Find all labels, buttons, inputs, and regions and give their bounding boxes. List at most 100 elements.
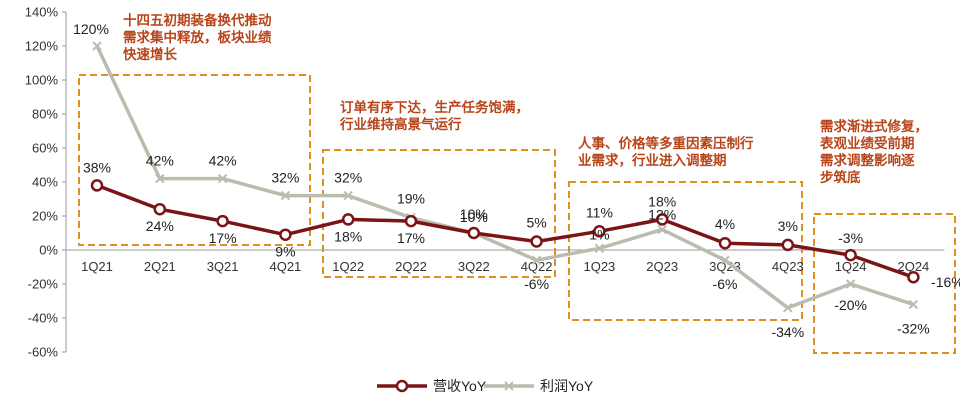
x-tick-label: 1Q22: [332, 259, 364, 274]
marker-stroke: [155, 173, 165, 184]
profit-data-label: 12%: [648, 207, 676, 223]
revenue-yoy-marker: [655, 213, 669, 226]
x-tick-label: 4Q21: [269, 259, 301, 274]
annotation-line: 需求调整影响逐: [820, 152, 915, 168]
annotation-line: 需求集中释放，板块业绩: [123, 29, 272, 45]
profit-data-label: 19%: [397, 191, 425, 207]
revenue-data-label: 5%: [526, 215, 546, 231]
y-tick-label: 40%: [32, 175, 58, 190]
legend-revenue-label: 营收YoY: [433, 378, 487, 394]
marker-stroke: [280, 190, 291, 201]
marker-stroke: [531, 255, 542, 265]
legend-revenue-marker: [395, 379, 409, 393]
annotation-text: 十四五初期装备换代推动需求集中释放，板块业绩快速增长: [123, 12, 272, 62]
profit-data-label: -6%: [713, 276, 738, 292]
revenue-data-label: 38%: [83, 159, 111, 175]
y-tick-label: -20%: [28, 277, 59, 292]
y-tick-label: 80%: [32, 107, 58, 122]
profit-yoy-marker: [908, 299, 919, 310]
revenue-yoy-marker: [781, 238, 795, 252]
profit-data-label: 32%: [334, 170, 362, 186]
revenue-data-label: -3%: [838, 230, 863, 246]
revenue-data-label: 4%: [715, 216, 735, 232]
profit-yoy-marker: [92, 41, 102, 51]
revenue-yoy-marker: [279, 228, 292, 241]
profit-yoy-marker: [594, 243, 605, 254]
profit-data-label: 120%: [73, 21, 109, 37]
annotation-text: 订单有序下达，生产任务饱满，行业维持高景气运行: [339, 99, 529, 132]
revenue-data-label: -16%: [931, 274, 960, 290]
revenue-yoy-marker: [718, 236, 732, 250]
marker-stroke: [657, 224, 667, 235]
annotation-line: 订单有序下达，生产任务饱满，: [340, 99, 529, 115]
profit-yoy-line: [95, 45, 914, 310]
legend-profit-label: 利润YoY: [540, 378, 594, 394]
series-lines: [90, 41, 920, 313]
marker-stroke: [504, 381, 514, 391]
y-tick-label: 120%: [25, 39, 59, 54]
data-labels: 38% 24% 17% 9% 18% 17% 10% 5% 11% 18% 4% 3% -3% -16% 1…: [73, 21, 960, 340]
marker-stroke: [92, 41, 102, 51]
profit-data-label: -34%: [771, 324, 804, 340]
profit-data-label: 10%: [460, 206, 488, 222]
x-tick-label: 1Q23: [583, 259, 615, 274]
x-tick-label: 2Q21: [144, 259, 176, 274]
profit-yoy-marker: [217, 173, 228, 184]
y-tick-label: 20%: [32, 209, 58, 224]
x-tick-label: 3Q21: [207, 259, 239, 274]
x-tick-label: 1Q24: [835, 259, 867, 274]
revenue-yoy-marker: [90, 179, 104, 192]
marker-stroke: [343, 190, 353, 201]
profit-data-label: -6%: [524, 276, 549, 292]
marker-stroke: [217, 173, 228, 184]
axes: -60% -40% -20% 0% 20% 40% 60% 80% 100% 120% 140% 1Q…: [25, 5, 945, 360]
annotation-line: 行业维持高景气运行: [339, 116, 462, 132]
x-tick-label: 3Q23: [709, 259, 741, 274]
profit-data-label: -20%: [834, 297, 867, 313]
period-box: [568, 181, 803, 321]
revenue-data-label: 24%: [146, 218, 174, 234]
profit-yoy-marker: [657, 224, 667, 235]
marker-stroke: [845, 279, 856, 289]
revenue-data-label: 9%: [275, 244, 295, 260]
x-tick-label: 4Q23: [772, 259, 804, 274]
legend-profit-marker: [504, 381, 514, 391]
y-tick-label: 100%: [25, 73, 59, 88]
revenue-yoy-marker: [530, 235, 543, 248]
annotation-line: 需求渐进式修复，: [820, 118, 928, 134]
annotations: 十四五初期装备换代推动需求集中释放，板块业绩快速增长订单有序下达，生产任务饱满，…: [123, 12, 928, 185]
profit-data-label: 42%: [209, 153, 237, 169]
revenue-yoy-marker: [844, 248, 857, 262]
profit-data-label: 32%: [271, 170, 299, 186]
revenue-data-label: 17%: [397, 230, 425, 246]
marker-stroke: [720, 255, 730, 265]
revenue-yoy-marker: [907, 270, 920, 284]
profit-yoy-marker: [845, 279, 856, 289]
marker-stroke: [908, 299, 919, 310]
revenue-data-label: 18%: [648, 193, 676, 209]
period-boxes: [78, 74, 956, 354]
x-tick-label: 4Q22: [521, 259, 553, 274]
annotation-line: 人事、价格等多重因素压制行: [578, 135, 754, 151]
revenue-data-label: 3%: [778, 218, 798, 234]
revenue-data-label: 18%: [334, 228, 362, 244]
revenue-data-label: 17%: [209, 230, 237, 246]
profit-yoy-marker: [783, 303, 793, 313]
x-tick-label: 2Q24: [897, 259, 929, 274]
x-tick-label: 1Q21: [81, 259, 113, 274]
annotation-line: 表观业绩受前期: [820, 135, 915, 151]
period-box: [78, 74, 311, 246]
y-tick-label: 0%: [39, 243, 58, 258]
x-tick-label: 3Q22: [458, 259, 490, 274]
revenue-yoy-marker: [467, 226, 481, 240]
x-tick-label: 2Q22: [395, 259, 427, 274]
annotation-line: 快速增长: [123, 46, 177, 62]
revenue-yoy-line: [96, 183, 914, 279]
annotation-line: 十四五初期装备换代推动: [123, 12, 272, 28]
y-tick-label: 60%: [32, 141, 58, 156]
profit-yoy-marker: [720, 255, 730, 265]
profit-yoy-marker: [343, 190, 353, 201]
annotation-line: 步筑底: [820, 169, 861, 185]
period-box: [813, 213, 956, 354]
